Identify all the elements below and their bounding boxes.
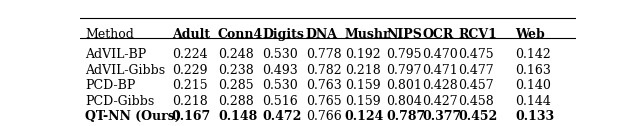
Text: 0.787: 0.787 xyxy=(387,110,426,123)
Text: 0.163: 0.163 xyxy=(515,64,552,77)
Text: 0.530: 0.530 xyxy=(262,79,298,92)
Text: 0.782: 0.782 xyxy=(306,64,341,77)
Text: Mushr: Mushr xyxy=(345,28,390,41)
Text: RCV1: RCV1 xyxy=(458,28,497,41)
Text: 0.797: 0.797 xyxy=(387,64,422,77)
Text: 0.377: 0.377 xyxy=(422,110,461,123)
Text: Conn4: Conn4 xyxy=(218,28,263,41)
Text: Web: Web xyxy=(515,28,545,41)
Text: 0.765: 0.765 xyxy=(306,95,341,108)
Text: NIPS: NIPS xyxy=(387,28,422,41)
Text: 0.763: 0.763 xyxy=(306,79,341,92)
Text: 0.804: 0.804 xyxy=(387,95,422,108)
Text: 0.248: 0.248 xyxy=(218,48,253,61)
Text: 0.801: 0.801 xyxy=(387,79,422,92)
Text: 0.229: 0.229 xyxy=(172,64,207,77)
Text: 0.428: 0.428 xyxy=(422,79,458,92)
Text: 0.477: 0.477 xyxy=(458,64,493,77)
Text: 0.288: 0.288 xyxy=(218,95,253,108)
Text: 0.427: 0.427 xyxy=(422,95,458,108)
Text: DNA: DNA xyxy=(306,28,338,41)
Text: 0.778: 0.778 xyxy=(306,48,341,61)
Text: 0.144: 0.144 xyxy=(515,95,552,108)
Text: 0.457: 0.457 xyxy=(458,79,493,92)
Text: 0.452: 0.452 xyxy=(458,110,497,123)
Text: 0.470: 0.470 xyxy=(422,48,458,61)
Text: 0.285: 0.285 xyxy=(218,79,253,92)
Text: Method: Method xyxy=(85,28,134,41)
Text: QT-NN (Ours): QT-NN (Ours) xyxy=(85,110,180,123)
Text: 0.224: 0.224 xyxy=(172,48,207,61)
Text: 0.215: 0.215 xyxy=(172,79,207,92)
Text: 0.218: 0.218 xyxy=(345,64,381,77)
Text: 0.238: 0.238 xyxy=(218,64,253,77)
Text: AdVIL-BP: AdVIL-BP xyxy=(85,48,146,61)
Text: 0.167: 0.167 xyxy=(172,110,211,123)
Text: Adult: Adult xyxy=(172,28,210,41)
Text: 0.458: 0.458 xyxy=(458,95,493,108)
Text: 0.493: 0.493 xyxy=(262,64,298,77)
Text: OCR: OCR xyxy=(422,28,454,41)
Text: 0.159: 0.159 xyxy=(345,79,381,92)
Text: Digits: Digits xyxy=(262,28,305,41)
Text: 0.159: 0.159 xyxy=(345,95,381,108)
Text: 0.218: 0.218 xyxy=(172,95,207,108)
Text: 0.148: 0.148 xyxy=(218,110,257,123)
Text: 0.472: 0.472 xyxy=(262,110,302,123)
Text: 0.795: 0.795 xyxy=(387,48,422,61)
Text: PCD-Gibbs: PCD-Gibbs xyxy=(85,95,154,108)
Text: 0.516: 0.516 xyxy=(262,95,298,108)
Text: PCD-BP: PCD-BP xyxy=(85,79,135,92)
Text: AdVIL-Gibbs: AdVIL-Gibbs xyxy=(85,64,165,77)
Text: 0.140: 0.140 xyxy=(515,79,552,92)
Text: 0.475: 0.475 xyxy=(458,48,493,61)
Text: 0.142: 0.142 xyxy=(515,48,551,61)
Text: 0.133: 0.133 xyxy=(515,110,555,123)
Text: 0.124: 0.124 xyxy=(345,110,384,123)
Text: 0.192: 0.192 xyxy=(345,48,381,61)
Text: 0.530: 0.530 xyxy=(262,48,298,61)
Text: 0.471: 0.471 xyxy=(422,64,458,77)
Text: 0.766: 0.766 xyxy=(306,110,341,123)
